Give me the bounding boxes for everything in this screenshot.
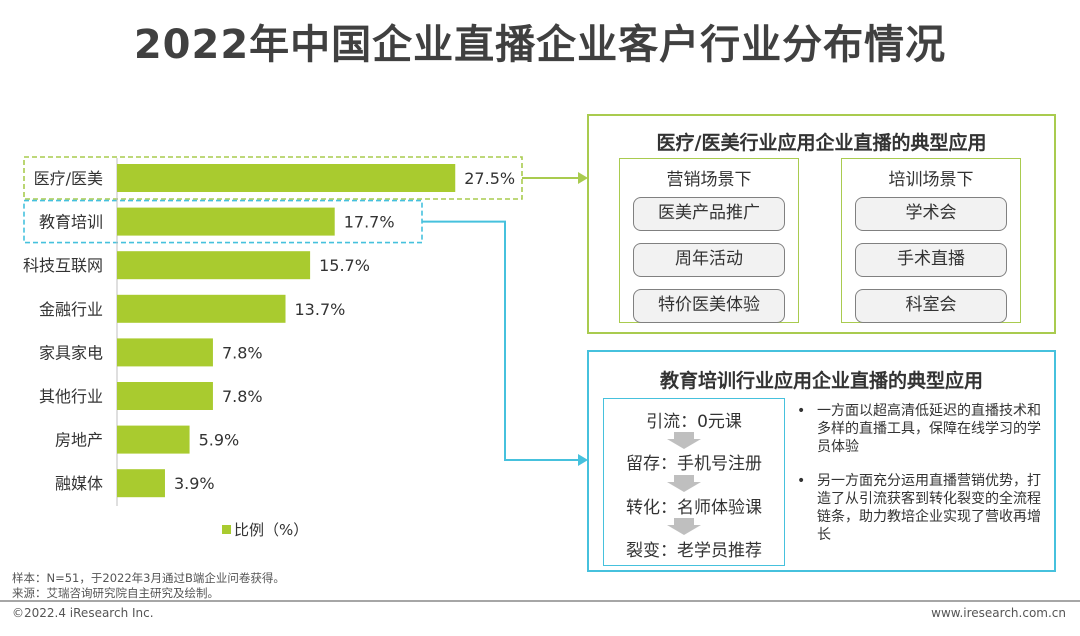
bullet-dot-icon: •: [797, 403, 806, 419]
bar-chart: 医疗/医美 27.5% 教育培训 17.7% 科技互联网 15.7% 金融行业 13.7% 家具…: [23, 156, 588, 539]
training-item: 科室会: [855, 289, 1007, 323]
category-label: 科技互联网: [23, 256, 103, 275]
marketing-item: 医美产品推广: [633, 197, 785, 231]
footer-copyright: ©2022.4 iResearch Inc.: [12, 606, 154, 620]
value-label: 7.8%: [222, 387, 263, 406]
education-funnel: 引流：0元课 留存：手机号注册 转化：名师体验课 裂变：老学员推荐: [603, 398, 785, 566]
value-label: 15.7%: [319, 256, 370, 275]
training-scene-title: 培训场景下: [888, 170, 974, 190]
legend-label: 比例（%）: [234, 521, 308, 539]
marketing-item: 特价医美体验: [633, 289, 785, 323]
category-label: 其他行业: [39, 387, 103, 406]
category-label: 家具家电: [39, 343, 103, 362]
value-label: 27.5%: [464, 169, 515, 188]
bullet-dot-icon: •: [797, 473, 806, 489]
highlight-box-medical: [23, 156, 523, 200]
bullet-item: • 另一方面充分运用直播营销优势，打造了从引流获客到转化裂变的全流程链条，助力教培…: [797, 472, 1047, 544]
bar: [117, 207, 335, 236]
funnel-step: 裂变：老学员推荐: [626, 541, 762, 561]
category-label: 金融行业: [39, 300, 103, 319]
marketing-item: 周年活动: [633, 243, 785, 277]
value-label: 3.9%: [174, 474, 215, 493]
marketing-scene-box: 营销场景下 医美产品推广 周年活动 特价医美体验: [619, 158, 799, 323]
category-label: 教育培训: [39, 213, 103, 232]
bar: [117, 294, 286, 323]
funnel-step: 转化：名师体验课: [626, 498, 762, 518]
bullet-text: 另一方面充分运用直播营销优势，打造了从引流获客到转化裂变的全流程链条，助力教培企…: [817, 473, 1041, 543]
bar: [117, 164, 456, 192]
footer-website: www.iresearch.com.cn: [931, 606, 1066, 620]
value-label: 17.7%: [344, 213, 395, 232]
medical-panel-title: 医疗/医美行业应用企业直播的典型应用: [656, 132, 987, 154]
bar: [117, 382, 213, 410]
education-bullets: • 一方面以超高清低延迟的直播技术和多样的直播工具，保障在线学习的学员体验 • 另一…: [797, 402, 1047, 560]
legend-swatch: [222, 525, 231, 534]
bar: [117, 338, 213, 367]
bullet-item: • 一方面以超高清低延迟的直播技术和多样的直播工具，保障在线学习的学员体验: [797, 402, 1047, 456]
value-label: 13.7%: [295, 300, 346, 319]
education-panel: 教育培训行业应用企业直播的典型应用 引流：0元课 留存：手机号注册 转化：名师体…: [587, 350, 1056, 572]
sample-note: 样本：N=51，于2022年3月通过B端企业问卷获得。: [12, 571, 285, 585]
connector-education: [422, 220, 578, 461]
bar: [117, 425, 190, 454]
arrow-right-icon: [578, 454, 588, 466]
category-label: 融媒体: [55, 474, 103, 493]
category-label: 房地产: [55, 431, 103, 450]
category-label: 医疗/医美: [34, 169, 103, 188]
funnel-step: 引流：0元课: [646, 412, 742, 432]
education-panel-title: 教育培训行业应用企业直播的典型应用: [659, 370, 983, 392]
bar: [117, 469, 165, 498]
training-item: 学术会: [855, 197, 1007, 231]
funnel-step: 留存：手机号注册: [626, 454, 762, 474]
bar: [117, 251, 311, 280]
bullet-text: 一方面以超高清低延迟的直播技术和多样的直播工具，保障在线学习的学员体验: [817, 403, 1041, 455]
source-note: 来源：艾瑞咨询研究院自主研究及绘制。: [12, 586, 219, 600]
page-title: 2022年中国企业直播企业客户行业分布情况: [133, 22, 947, 68]
marketing-scene-title: 营销场景下: [666, 170, 752, 190]
value-label: 5.9%: [199, 431, 240, 450]
medical-panel: 医疗/医美行业应用企业直播的典型应用 营销场景下 医美产品推广 周年活动 特价医…: [587, 114, 1056, 334]
training-scene-box: 培训场景下 学术会 手术直播 科室会: [841, 158, 1021, 323]
arrow-right-icon: [578, 172, 588, 184]
training-item: 手术直播: [855, 243, 1007, 277]
footer-divider: [0, 600, 1080, 602]
value-label: 7.8%: [222, 343, 263, 362]
